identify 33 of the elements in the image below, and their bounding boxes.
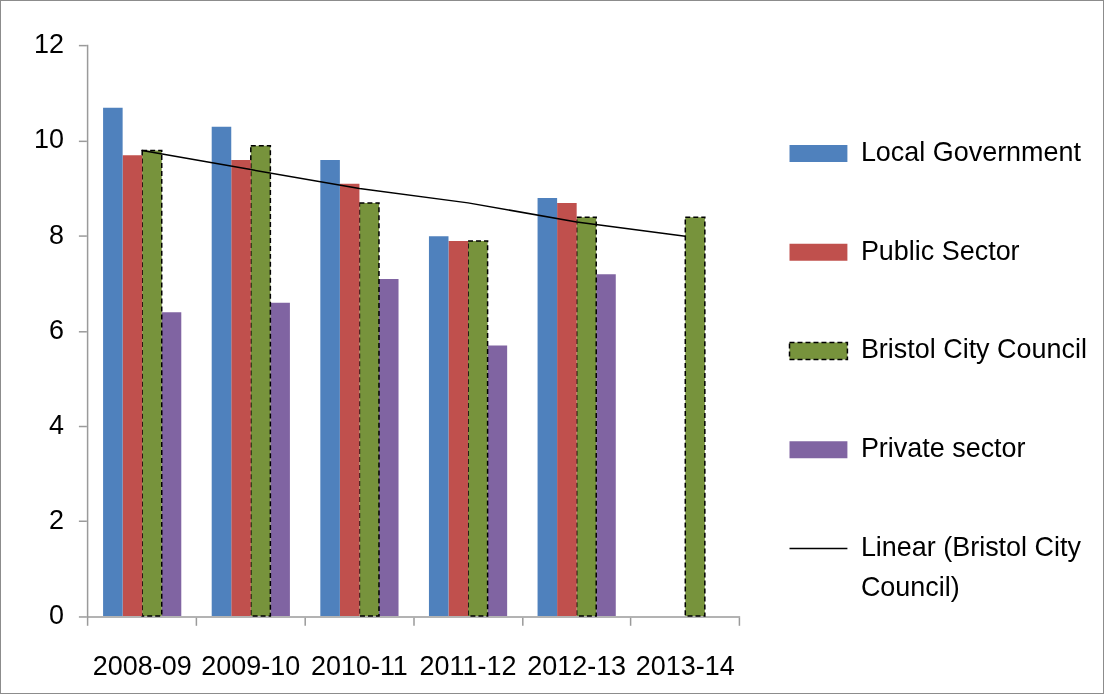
x-tick-label: 2013-14 [635, 651, 735, 682]
x-tick-label: 2008-09 [92, 651, 192, 682]
y-tick-label: 2 [48, 505, 64, 536]
legend-label: Bristol City Council [860, 334, 1087, 365]
bar [103, 107, 123, 617]
bar [378, 279, 399, 617]
bar [448, 240, 469, 617]
y-tick-label: 12 [33, 29, 64, 60]
legend-label: Local Government [860, 137, 1082, 167]
bar [557, 202, 577, 617]
x-tick-label: 2010-11 [310, 651, 408, 682]
bar [211, 126, 232, 617]
y-tick-label: 0 [48, 600, 64, 631]
bar [428, 236, 449, 617]
y-tick-label: 8 [48, 219, 64, 250]
legend-label: Linear (Bristol City Council) [860, 531, 1082, 603]
bar [270, 302, 290, 617]
bar [122, 155, 143, 617]
y-tick-label: 6 [48, 314, 64, 345]
legend-label: Private sector [860, 433, 1026, 464]
bar [320, 160, 340, 617]
x-tick-label: 2012-13 [527, 651, 627, 682]
x-tick-label: 2009-10 [201, 651, 301, 682]
bar [596, 274, 616, 617]
bar [231, 160, 251, 617]
bar [537, 198, 558, 617]
bar [487, 345, 508, 617]
bar [339, 183, 360, 617]
y-tick-label: 10 [33, 124, 64, 155]
bar [161, 312, 182, 617]
legend-label: Public Sector [860, 235, 1020, 266]
x-tick-label: 2011-12 [419, 651, 517, 682]
y-tick-label: 4 [48, 409, 64, 440]
